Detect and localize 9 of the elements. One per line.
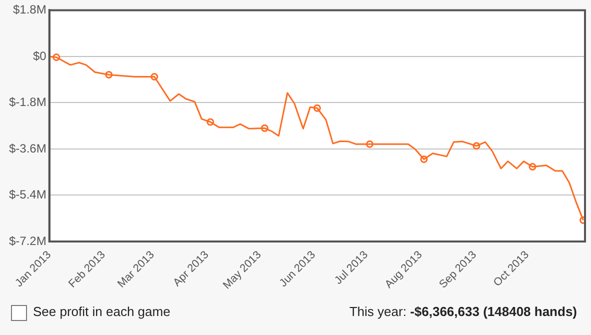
text: See profit in each game — [33, 304, 170, 319]
y-tick-label: $-3.6M — [8, 141, 46, 156]
y-tick-label: $-5.4M — [8, 188, 46, 202]
y-tick-label: $-1.8M — [8, 95, 46, 110]
y-tick-label: $1.8M — [12, 2, 46, 17]
text: -$6,366,633 (148408 hands) — [410, 304, 577, 319]
y-tick-label: $-7.2M — [8, 234, 46, 248]
y-tick-label: $0 — [32, 48, 47, 63]
text: This year: — [349, 304, 406, 319]
